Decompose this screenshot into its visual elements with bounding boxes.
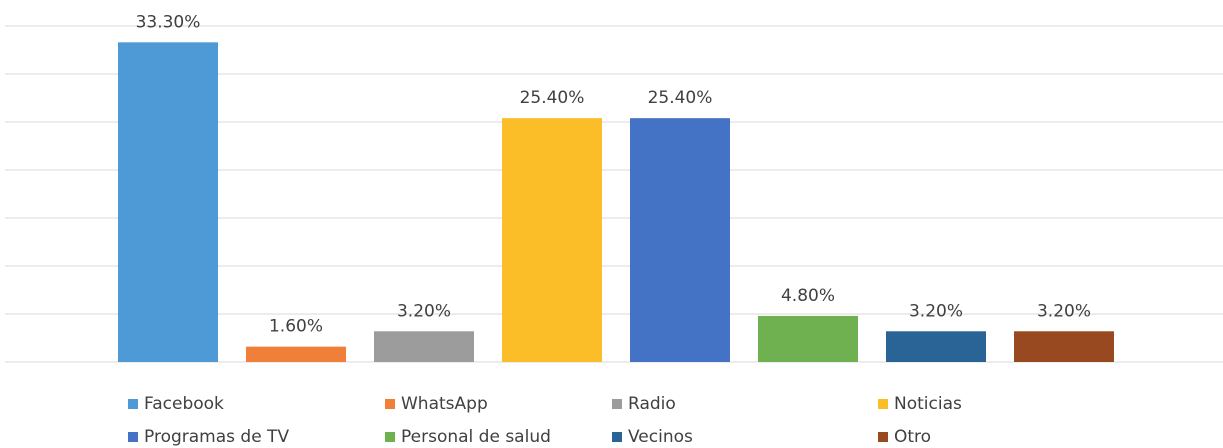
legend-swatch xyxy=(385,399,395,409)
legend-swatch xyxy=(385,432,395,442)
legend-swatch xyxy=(878,399,888,409)
legend-label: Personal de salud xyxy=(401,427,551,447)
data-label: 25.40% xyxy=(520,88,585,108)
bar xyxy=(374,331,474,362)
bar xyxy=(502,118,602,362)
legend-label: Facebook xyxy=(144,394,224,414)
bar xyxy=(886,331,986,362)
legend-swatch xyxy=(128,432,138,442)
legend-label: Noticias xyxy=(894,394,962,414)
legend-label: Programas de TV xyxy=(144,427,289,447)
data-label: 4.80% xyxy=(781,286,835,306)
bar xyxy=(758,315,858,362)
legend-label: WhatsApp xyxy=(401,394,488,414)
bar xyxy=(1014,331,1114,362)
legend-swatch xyxy=(612,432,622,442)
legend-swatch xyxy=(612,399,622,409)
legend-label: Otro xyxy=(894,427,931,447)
data-label: 1.60% xyxy=(269,317,323,337)
bar xyxy=(118,42,218,362)
data-label: 3.20% xyxy=(909,301,963,321)
legend-swatch xyxy=(878,432,888,442)
legend-swatch xyxy=(128,399,138,409)
data-label: 3.20% xyxy=(1037,301,1091,321)
data-label: 33.30% xyxy=(136,12,201,32)
data-label: 25.40% xyxy=(648,88,713,108)
bar xyxy=(630,118,730,362)
bar xyxy=(246,346,346,362)
data-label: 3.20% xyxy=(397,301,451,321)
legend-label: Radio xyxy=(628,394,676,414)
legend-label: Vecinos xyxy=(628,427,693,447)
